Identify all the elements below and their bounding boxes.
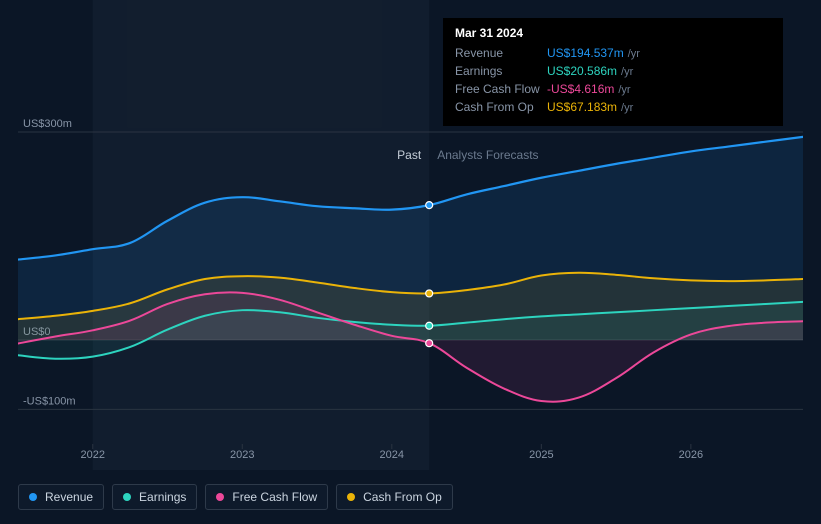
svg-text:Analysts Forecasts: Analysts Forecasts — [437, 148, 538, 162]
legend-label: Revenue — [45, 490, 93, 504]
tooltip-row: Free Cash Flow-US$4.616m/yr — [455, 80, 771, 98]
x-tick-label: 2023 — [230, 449, 254, 461]
tooltip-row: RevenueUS$194.537m/yr — [455, 44, 771, 62]
legend-label: Cash From Op — [363, 490, 442, 504]
tooltip-metric-label: Free Cash Flow — [455, 80, 547, 99]
tooltip-metric-value: US$194.537m — [547, 44, 624, 63]
chart-tooltip: Mar 31 2024 RevenueUS$194.537m/yrEarning… — [443, 18, 783, 126]
tooltip-metric-suffix: /yr — [628, 46, 640, 63]
legend-dot-icon — [123, 493, 131, 501]
tooltip-metric-value: US$67.183m — [547, 98, 617, 117]
legend-item-cash-from-op[interactable]: Cash From Op — [336, 484, 453, 510]
tooltip-metric-suffix: /yr — [618, 82, 630, 99]
tooltip-metric-label: Earnings — [455, 62, 547, 81]
x-tick-label: 2026 — [679, 449, 703, 461]
legend-item-earnings[interactable]: Earnings — [112, 484, 197, 510]
chart-legend: Revenue Earnings Free Cash Flow Cash From O… — [18, 484, 453, 510]
legend-dot-icon — [29, 493, 37, 501]
tooltip-metric-value: US$20.586m — [547, 62, 617, 81]
legend-label: Free Cash Flow — [232, 490, 317, 504]
svg-text:-US$100m: -US$100m — [23, 395, 76, 407]
tooltip-metric-value: -US$4.616m — [547, 80, 614, 99]
tooltip-row: Cash From OpUS$67.183m/yr — [455, 98, 771, 116]
tooltip-date: Mar 31 2024 — [455, 26, 771, 40]
legend-dot-icon — [347, 493, 355, 501]
legend-item-revenue[interactable]: Revenue — [18, 484, 104, 510]
svg-text:US$300m: US$300m — [23, 118, 72, 130]
x-tick-label: 2025 — [529, 449, 553, 461]
legend-label: Earnings — [139, 490, 186, 504]
svg-text:Past: Past — [397, 148, 422, 162]
x-axis-labels: 2022 2023 2024 2025 2026 — [18, 449, 803, 467]
tooltip-metric-suffix: /yr — [621, 64, 633, 81]
legend-dot-icon — [216, 493, 224, 501]
tooltip-metric-suffix: /yr — [621, 100, 633, 117]
tooltip-metric-label: Revenue — [455, 44, 547, 63]
legend-item-free-cash-flow[interactable]: Free Cash Flow — [205, 484, 328, 510]
x-tick-label: 2022 — [81, 449, 105, 461]
x-tick-label: 2024 — [380, 449, 404, 461]
tooltip-metric-label: Cash From Op — [455, 98, 547, 117]
tooltip-row: EarningsUS$20.586m/yr — [455, 62, 771, 80]
